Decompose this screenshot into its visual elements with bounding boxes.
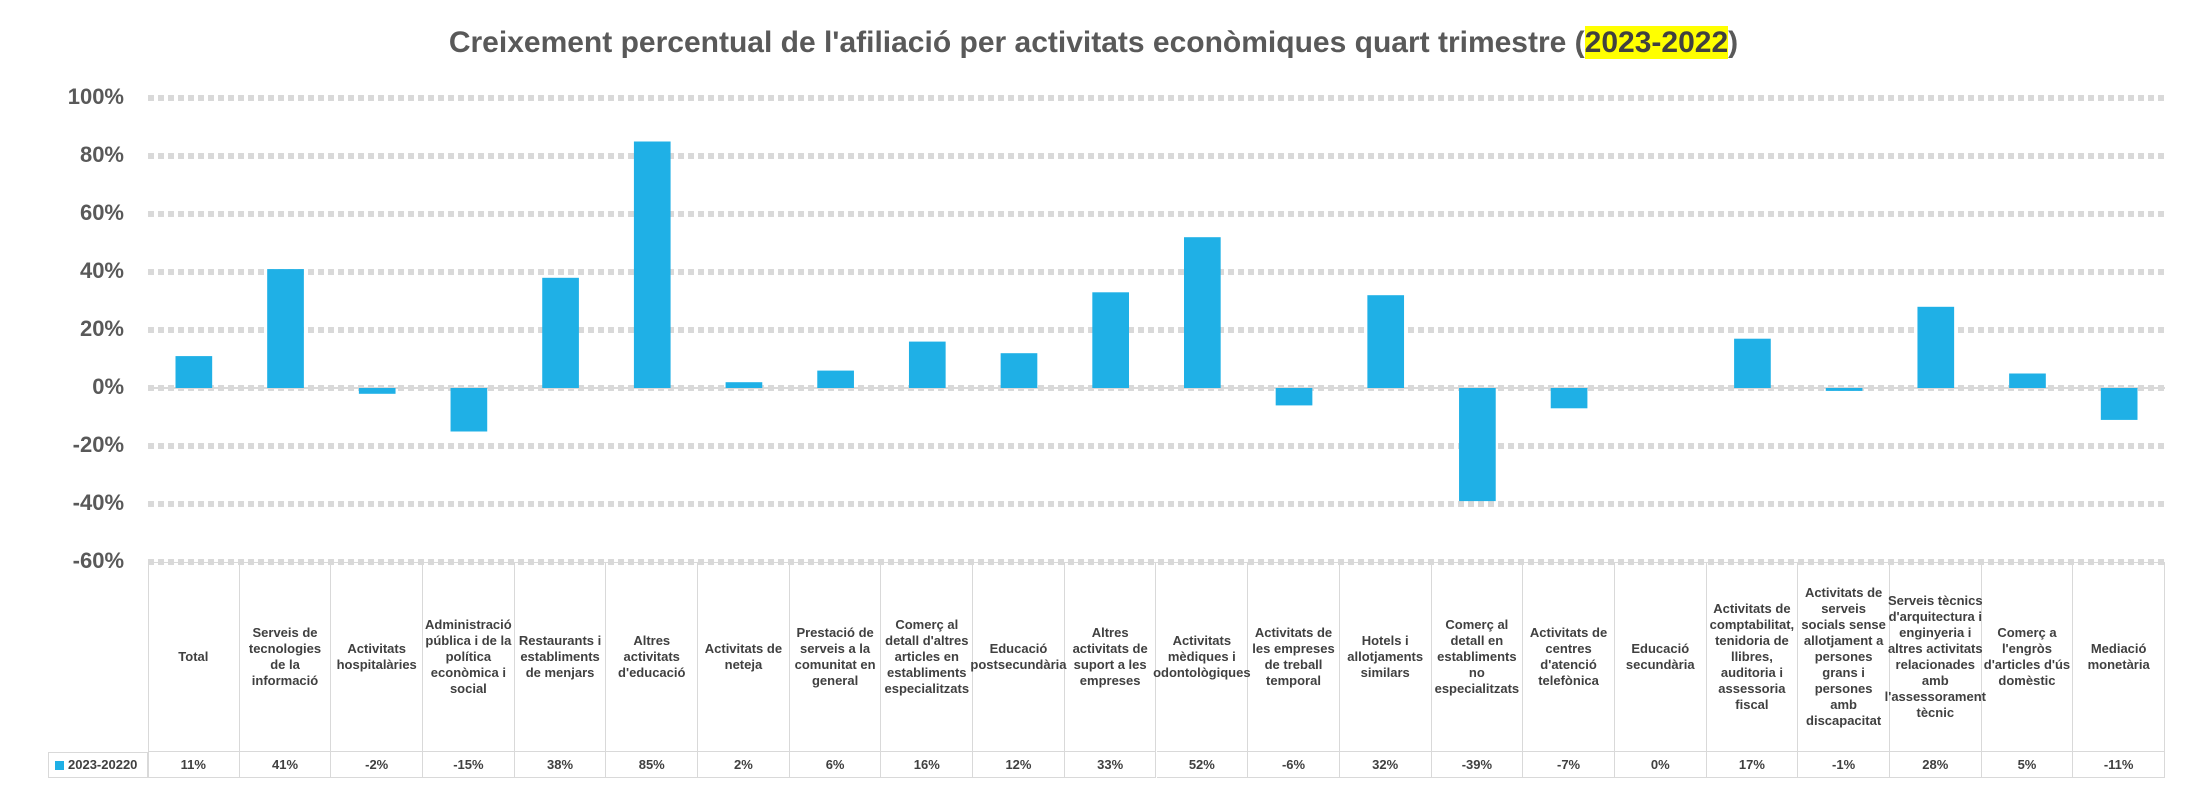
legend-swatch — [55, 760, 64, 770]
y-tick-label: 20% — [80, 316, 124, 341]
bar — [725, 382, 763, 388]
category-label: Educació secundària — [1614, 562, 1707, 752]
bar — [2009, 373, 2046, 388]
category-label: Educació postsecundària — [970, 562, 1067, 752]
category-label: Activitats de les empreses de treball te… — [1248, 562, 1340, 752]
y-tick-label: 40% — [80, 258, 124, 283]
category-label: Comerç al detall d'altres articles en es… — [881, 562, 974, 752]
y-tick-label: 100% — [68, 84, 124, 109]
category-label: Serveis tècnics d'arquitectura i enginye… — [1885, 562, 1986, 752]
y-tick-label: -20% — [73, 432, 124, 457]
value-label: 11% — [148, 752, 240, 778]
chart-title: Creixement percentual de l'afiliació per… — [0, 26, 2187, 60]
value-label: 2% — [698, 752, 790, 778]
bar — [175, 356, 213, 388]
bar — [267, 269, 304, 388]
value-label: 5% — [1981, 752, 2074, 778]
value-label: 28% — [1889, 752, 1982, 778]
bar — [1275, 388, 1313, 406]
value-label: 85% — [606, 752, 699, 778]
value-label: 16% — [881, 752, 974, 778]
category-label: Comerç a l'engròs d'articles d'ús domèst… — [1981, 562, 2074, 752]
value-label: -39% — [1431, 752, 1524, 778]
value-label: -1% — [1798, 752, 1890, 778]
category-label: Activitats de neteja — [698, 562, 790, 752]
category-label: Mediació monetària — [2073, 562, 2165, 752]
category-label: Activitats hospitalàries — [331, 562, 424, 752]
y-tick-label: 60% — [80, 200, 124, 225]
category-label: Altres activitats de suport a les empres… — [1064, 562, 1157, 752]
bar — [1550, 388, 1588, 409]
category-label: Prestació de serveis a la comunitat en g… — [789, 562, 882, 752]
category-label: Comerç al detall en establiments no espe… — [1431, 562, 1524, 752]
bar — [1184, 237, 1221, 388]
y-tick-label: -40% — [73, 490, 124, 515]
value-label: -11% — [2073, 752, 2165, 778]
value-label: -6% — [1248, 752, 1340, 778]
value-label: 52% — [1156, 752, 1249, 778]
category-label: Serveis de tecnologies de la informació — [239, 562, 332, 752]
bar — [908, 341, 946, 388]
value-label: 32% — [1339, 752, 1432, 778]
category-label: Activitats de serveis socials sense allo… — [1798, 562, 1890, 752]
bar — [450, 388, 488, 432]
value-label: -7% — [1523, 752, 1615, 778]
bar — [1917, 306, 1955, 388]
bar — [1459, 388, 1496, 502]
bar — [1092, 292, 1129, 388]
value-label: 33% — [1064, 752, 1157, 778]
y-tick-label: -60% — [73, 548, 124, 573]
bar — [2100, 388, 2138, 420]
legend: 2023-20220 — [48, 752, 148, 778]
bar — [1367, 295, 1405, 388]
bar — [542, 277, 579, 388]
legend-label: 2023-20220 — [68, 757, 138, 772]
value-label: 6% — [789, 752, 882, 778]
y-tick-label: 80% — [80, 142, 124, 167]
value-label: 41% — [239, 752, 332, 778]
value-label: 12% — [973, 752, 1065, 778]
y-tick-label: 0% — [92, 374, 124, 399]
category-label: Restaurants i establiments de menjars — [514, 562, 607, 752]
value-label: 17% — [1706, 752, 1799, 778]
title-part: Creixement percentual de l'afiliació per… — [448, 26, 1585, 59]
category-label: Altres activitats d'educació — [606, 562, 699, 752]
bar — [1825, 388, 1863, 391]
category-label: Activitats mèdiques i odontològiques — [1153, 562, 1251, 752]
category-label: Activitats de centres d'atenció telefòni… — [1523, 562, 1615, 752]
table-frame — [148, 562, 2165, 778]
category-label: Hotels i allotjaments similars — [1339, 562, 1432, 752]
title-part: ) — [1728, 26, 1739, 59]
bar — [1000, 353, 1038, 388]
category-label: Administració pública i de la política e… — [423, 562, 515, 752]
bar — [633, 141, 671, 388]
value-label: 0% — [1614, 752, 1707, 778]
value-label: 38% — [514, 752, 607, 778]
value-label: -15% — [423, 752, 515, 778]
title-part: 2023-2022 — [1584, 26, 1729, 59]
value-label: -2% — [331, 752, 424, 778]
bar — [358, 388, 396, 394]
category-label: Activitats de comptabilitat, tenidoria d… — [1706, 562, 1799, 752]
bar — [1734, 338, 1771, 388]
category-label: Total — [148, 562, 240, 752]
bar — [817, 370, 854, 388]
